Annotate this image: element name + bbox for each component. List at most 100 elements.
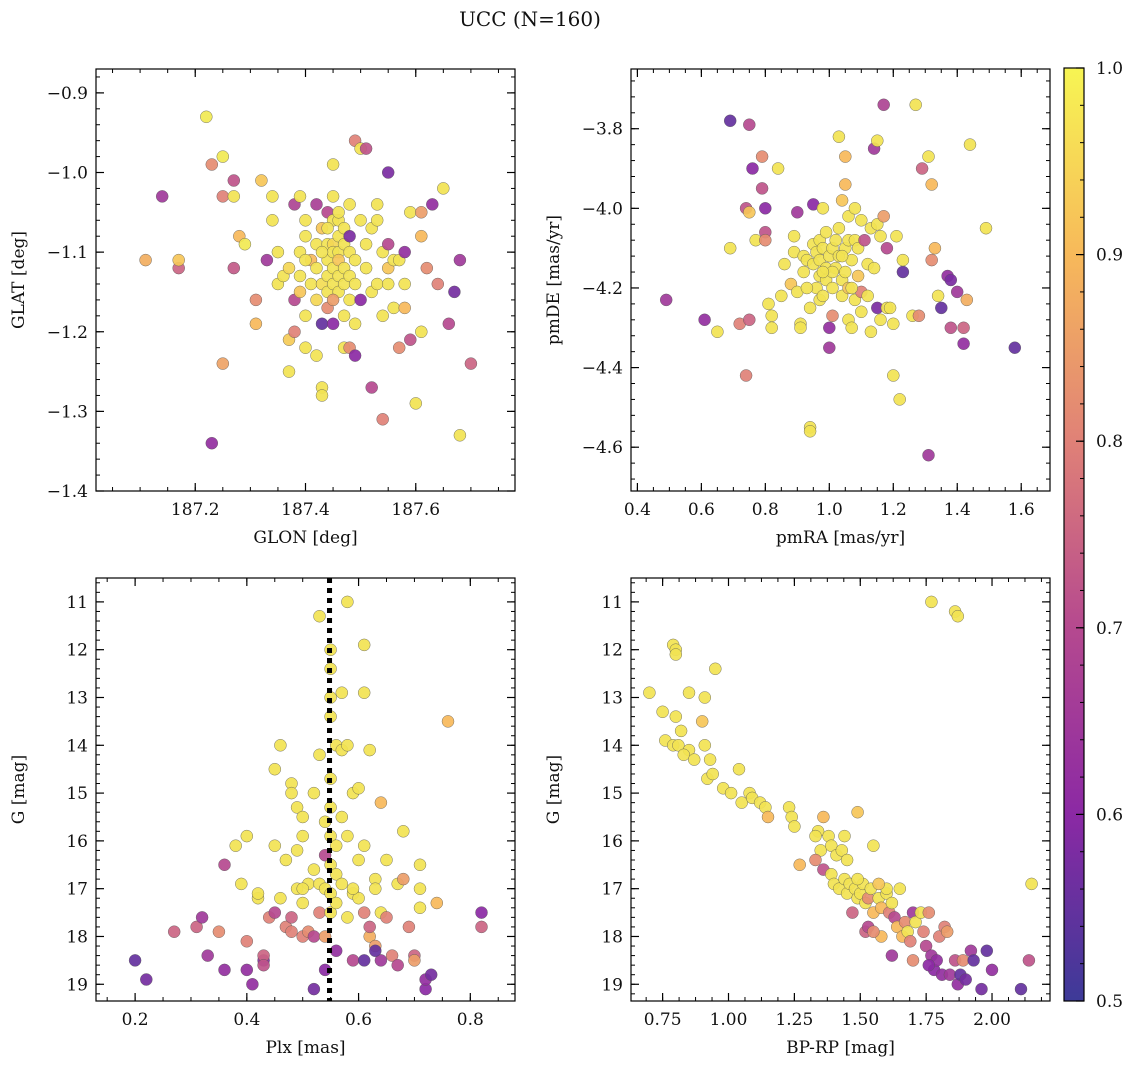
scatter-point	[415, 325, 428, 338]
scatter-point	[724, 241, 737, 255]
x-axis-label: pmRA [mas/yr]	[776, 528, 905, 548]
scatter-point	[229, 839, 242, 852]
scatter-point	[205, 158, 219, 171]
scatter-point	[369, 882, 382, 895]
scatter-point	[218, 963, 231, 977]
scatter-point	[315, 317, 329, 330]
axes-frame	[95, 577, 516, 1002]
scatter-point	[266, 214, 279, 227]
scatter-point	[271, 245, 285, 259]
scatter-point	[846, 906, 859, 919]
x-tick-label: 0.8	[457, 1010, 484, 1030]
axes-frame	[630, 577, 1051, 1002]
x-tick-label: 0.8	[752, 500, 779, 520]
scatter-point	[167, 925, 181, 938]
scatter-point	[832, 221, 846, 235]
scatter-point	[874, 229, 887, 243]
scatter-point	[660, 293, 673, 307]
scatter-point	[205, 437, 219, 450]
scatter-point	[448, 285, 461, 299]
scatter-point	[240, 829, 254, 843]
scatter-point	[922, 959, 935, 972]
colorbar-tick-label: 0.5	[1096, 992, 1123, 1012]
scatter-point	[739, 369, 753, 382]
scatter-point	[814, 844, 827, 857]
scatter-point	[315, 389, 329, 402]
scatter-point	[453, 429, 467, 442]
scatter-point	[797, 265, 810, 279]
axes-frame	[630, 68, 1051, 492]
scatter-point	[371, 214, 384, 227]
scatter-point	[385, 949, 399, 962]
scatter-point	[771, 162, 785, 175]
scatter-point	[290, 844, 304, 857]
y-tick-label: 17	[66, 880, 88, 900]
scatter-point	[227, 174, 241, 187]
scatter-point	[762, 297, 775, 311]
scatter-point	[332, 206, 345, 219]
scatter-point	[643, 686, 656, 699]
scatter-point	[402, 920, 416, 934]
scatter-point	[409, 397, 422, 410]
scatter-point	[374, 954, 388, 967]
scatter-point	[845, 321, 858, 334]
scatter-point	[321, 221, 334, 235]
scatter-point	[755, 182, 769, 195]
scatter-point	[382, 277, 395, 291]
scatter-point	[817, 810, 830, 824]
scatter-point	[794, 321, 807, 334]
scatter-point	[861, 289, 874, 303]
y-tick-label: 11	[601, 593, 623, 613]
x-tick-label: 0.75	[644, 1010, 682, 1030]
scatter-point	[943, 968, 957, 981]
scatter-point	[951, 285, 964, 299]
x-tick-label: 2.00	[973, 1010, 1011, 1030]
scatter-point	[941, 925, 954, 938]
scatter-point	[313, 610, 326, 623]
y-tick-label: 15	[601, 784, 623, 804]
scatter-point	[835, 249, 849, 263]
scatter-point	[896, 265, 910, 279]
scatter-point	[835, 844, 848, 857]
scatter-panel-4: 0.75 1.00 1.25 1.50 1.75 2.00 11 12 13 14 15 16 17 18…	[544, 577, 1051, 1058]
scatter-point	[803, 425, 817, 438]
scatter-point	[296, 810, 309, 824]
scatter-point	[326, 293, 340, 307]
scatter-point	[816, 289, 830, 303]
scatter-point	[851, 806, 864, 819]
scatter-point	[374, 796, 388, 809]
scatter-point	[765, 309, 778, 322]
y-tick-label: 19	[66, 975, 88, 995]
scatter-point	[408, 954, 421, 967]
scatter-point	[240, 935, 254, 948]
panels: 187.2 187.4 187.6 −1.4 −1.3 −1.2 −1.1 −1.0 −0.9 G…	[9, 68, 1051, 1058]
colorbar-gradient	[1063, 67, 1085, 1002]
scatter-point	[200, 110, 213, 124]
colorbar-tick-label: 0.7	[1096, 619, 1123, 639]
scatter-point	[382, 166, 395, 179]
scatter-point	[885, 949, 899, 962]
scatter-point	[330, 868, 343, 881]
scatter-point	[354, 214, 367, 227]
scatter-point	[793, 858, 806, 871]
scatter-point	[326, 190, 340, 203]
x-tick-label: 0.2	[122, 1010, 149, 1030]
x-tick-label: 1.4	[944, 500, 971, 520]
scatter-point	[371, 198, 384, 211]
colorbar-tick-label: 0.6	[1096, 805, 1123, 825]
x-tick-label: 0.4	[233, 1010, 260, 1030]
scatter-point	[809, 853, 822, 867]
scatter-point	[359, 261, 373, 275]
scatter-point	[1025, 877, 1038, 891]
scatter-point	[956, 954, 970, 967]
y-axis-label: pmDE [mas/yr]	[544, 215, 564, 345]
y-tick-label: −4.2	[582, 279, 623, 299]
scatter-point	[307, 982, 321, 996]
scatter-point	[415, 206, 428, 219]
y-axis-label: G [mag]	[9, 755, 29, 824]
scatter-point	[909, 915, 922, 929]
scatter-point	[268, 839, 281, 852]
y-tick-label: −0.9	[47, 84, 88, 104]
figure-title: UCC (N=160)	[459, 7, 601, 31]
colorbar-tick-label: 1.0	[1096, 59, 1123, 79]
